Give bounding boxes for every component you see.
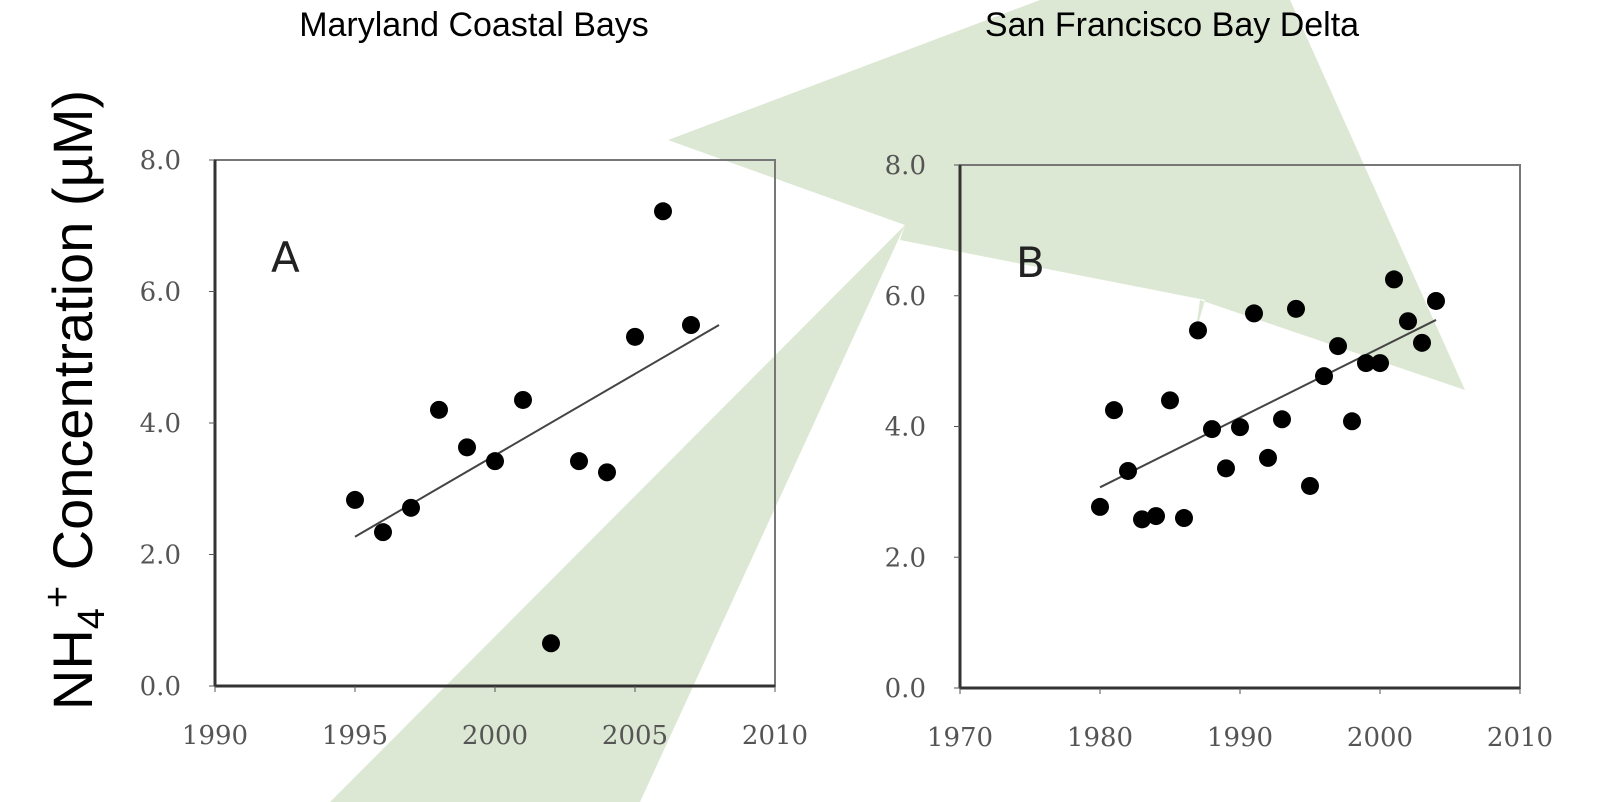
- y-tick-label: 4.0: [140, 409, 181, 439]
- data-point: [458, 438, 476, 457]
- data-point: [598, 463, 616, 482]
- data-point: [542, 634, 560, 653]
- data-point: [486, 452, 504, 471]
- x-tick-label: 2010: [742, 721, 808, 751]
- y-label-sup: +: [37, 586, 79, 608]
- data-point: [1161, 391, 1179, 410]
- data-point: [570, 452, 588, 471]
- background-arrow: [330, 0, 1465, 802]
- data-point: [1175, 509, 1193, 528]
- x-tick-label: 1995: [322, 721, 388, 751]
- data-point: [1189, 321, 1207, 340]
- y-tick-label: 2.0: [140, 541, 181, 571]
- data-point: [1427, 291, 1445, 310]
- panel-label: A: [271, 233, 300, 282]
- data-point: [1385, 270, 1403, 289]
- chart-title: Maryland Coastal Bays: [299, 6, 649, 44]
- data-point: [1343, 412, 1361, 431]
- x-tick-label: 2000: [462, 721, 528, 751]
- data-point: [1203, 420, 1221, 439]
- y-tick-label: 8.0: [140, 146, 181, 176]
- data-point: [1413, 333, 1431, 352]
- data-point: [1259, 448, 1277, 467]
- data-point: [1399, 312, 1417, 331]
- data-point: [1371, 354, 1389, 373]
- trend-line: [1099, 319, 1437, 489]
- data-point: [1329, 337, 1347, 356]
- data-point: [1231, 418, 1249, 437]
- x-tick-label: 2010: [1487, 723, 1553, 753]
- data-point: [1119, 461, 1137, 480]
- data-point: [430, 400, 448, 419]
- x-tick-label: 1970: [927, 723, 993, 753]
- data-point: [1133, 510, 1151, 529]
- x-tick-label: 2005: [602, 721, 668, 751]
- data-point: [1105, 401, 1123, 420]
- data-point: [682, 316, 700, 335]
- y-tick-label: 0.0: [885, 674, 926, 704]
- y-tick-label: 6.0: [140, 278, 181, 308]
- x-tick-label: 2000: [1347, 723, 1413, 753]
- panel-label: B: [1016, 238, 1045, 287]
- data-point: [374, 523, 392, 542]
- data-point: [1301, 476, 1319, 495]
- x-tick-label: 1990: [182, 721, 248, 751]
- data-point: [1245, 304, 1263, 323]
- y-label-rest: Concentration (µM): [41, 90, 104, 586]
- data-point: [346, 490, 364, 509]
- data-point: [1091, 497, 1109, 516]
- data-point: [402, 498, 420, 517]
- y-tick-label: 4.0: [885, 413, 926, 443]
- y-label-base: NH: [41, 629, 104, 710]
- data-point: [1357, 354, 1375, 373]
- data-point: [626, 327, 644, 346]
- x-tick-label: 1980: [1067, 723, 1133, 753]
- y-label-sub: 4: [71, 608, 113, 629]
- y-tick-label: 6.0: [885, 282, 926, 312]
- data-point: [1287, 299, 1305, 318]
- x-tick-label: 1990: [1207, 723, 1273, 753]
- data-point: [1273, 410, 1291, 429]
- data-point: [1217, 459, 1235, 478]
- data-point: [1315, 367, 1333, 386]
- y-tick-label: 2.0: [885, 543, 926, 573]
- y-tick-label: 8.0: [885, 151, 926, 181]
- data-point: [514, 390, 532, 409]
- y-axis-label: NH4+ Concentration (µM): [37, 90, 113, 710]
- y-tick-label: 0.0: [140, 672, 181, 702]
- chart-title: San Francisco Bay Delta: [985, 6, 1359, 44]
- data-point: [654, 202, 672, 221]
- data-point: [1147, 507, 1165, 526]
